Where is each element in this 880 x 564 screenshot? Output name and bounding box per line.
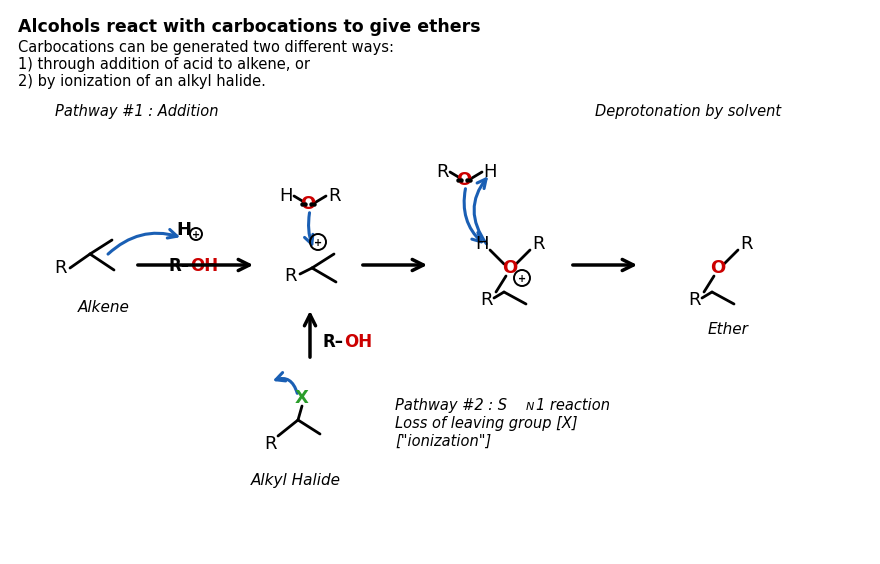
Text: R: R <box>327 187 341 205</box>
Text: R: R <box>532 235 544 253</box>
Text: ["ionization"]: ["ionization"] <box>395 434 491 449</box>
Text: 1) through addition of acid to alkene, or: 1) through addition of acid to alkene, o… <box>18 57 310 72</box>
Text: Pathway #2 : S: Pathway #2 : S <box>395 398 507 413</box>
Text: Pathway #1 : Addition: Pathway #1 : Addition <box>55 104 218 119</box>
Text: Alkene: Alkene <box>78 301 130 315</box>
Text: N: N <box>526 402 534 412</box>
Text: O: O <box>457 171 472 189</box>
Text: R–: R– <box>168 257 189 275</box>
Text: R: R <box>740 235 752 253</box>
Text: R: R <box>436 163 448 181</box>
Text: O: O <box>502 259 517 277</box>
Text: +: + <box>192 230 200 240</box>
Text: Carbocations can be generated two different ways:: Carbocations can be generated two differ… <box>18 40 394 55</box>
Text: R: R <box>283 267 297 285</box>
Text: Deprotonation by solvent: Deprotonation by solvent <box>595 104 781 119</box>
Text: Ether: Ether <box>708 323 748 337</box>
Text: Alkyl Halide: Alkyl Halide <box>251 473 341 487</box>
Text: X: X <box>295 389 309 407</box>
Text: R: R <box>688 291 700 309</box>
Text: R: R <box>54 259 66 277</box>
Text: R–: R– <box>322 333 343 351</box>
Text: H: H <box>475 235 488 253</box>
Text: R: R <box>480 291 492 309</box>
Text: Loss of leaving group [X]: Loss of leaving group [X] <box>395 416 577 431</box>
Text: 1 reaction: 1 reaction <box>536 398 610 413</box>
Text: Alcohols react with carbocations to give ethers: Alcohols react with carbocations to give… <box>18 18 480 36</box>
Text: OH: OH <box>344 333 372 351</box>
Text: O: O <box>710 259 726 277</box>
Text: +: + <box>518 274 526 284</box>
Text: +: + <box>314 237 322 248</box>
Text: O: O <box>300 195 316 213</box>
Text: H: H <box>177 221 192 239</box>
Text: 2) by ionization of an alkyl halide.: 2) by ionization of an alkyl halide. <box>18 74 266 89</box>
Text: H: H <box>483 163 496 181</box>
Text: H: H <box>279 187 293 205</box>
Text: OH: OH <box>190 257 218 275</box>
Text: R: R <box>264 435 276 453</box>
